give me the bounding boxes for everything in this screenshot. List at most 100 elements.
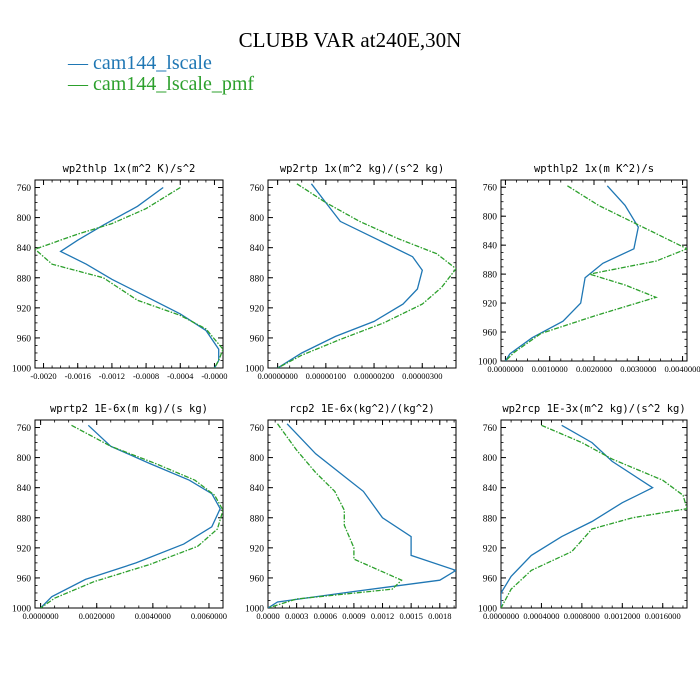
x-tick-label: 0.0060000 — [191, 611, 227, 621]
y-tick-label: 760 — [483, 184, 498, 194]
y-tick-label: 920 — [250, 544, 265, 554]
y-tick-label: 840 — [483, 242, 498, 252]
y-tick-label: 760 — [250, 184, 265, 194]
x-tick-label: 0.0000000 — [487, 364, 523, 374]
y-tick-label: 840 — [250, 244, 265, 254]
series-line-pmf — [268, 423, 403, 608]
x-tick-label: -0.0016 — [65, 371, 91, 381]
chart-title: CLUBB VAR at240E,30N — [238, 28, 462, 52]
y-tick-label: 960 — [250, 334, 265, 344]
x-tick-label: -0.0004 — [167, 371, 194, 381]
legend-label-pmf: cam144_lscale_pmf — [93, 73, 255, 95]
y-tick-label: 880 — [483, 271, 498, 281]
y-tick-label: 1000 — [478, 358, 497, 368]
y-tick-label: 840 — [483, 484, 498, 494]
panel-frame — [34, 179, 224, 369]
x-tick-label: 0.0008000 — [564, 611, 600, 621]
x-tick-label: -0.0008 — [133, 371, 159, 381]
x-tick-label: 0.0000000 — [23, 611, 59, 621]
panel-title: wp2rcp 1E-3x(m^2 kg)/(s^2 kg) — [502, 403, 685, 415]
y-tick-label: 920 — [483, 300, 498, 310]
legend-entry-lscale: — cam144_lscale — [68, 52, 212, 74]
panel-frame — [34, 419, 224, 609]
y-tick-label: 1000 — [245, 365, 264, 375]
x-tick-label: 0.00000300 — [402, 371, 442, 381]
x-tick-label: 0.0020000 — [79, 611, 115, 621]
x-tick-label: 0.0006 — [314, 611, 337, 621]
x-tick-label: 0.0018 — [428, 611, 451, 621]
y-tick-label: 880 — [250, 274, 265, 284]
legend-swatch-pmf: — — [68, 73, 88, 95]
y-tick-label: 800 — [250, 454, 265, 464]
y-tick-label: 840 — [17, 484, 32, 494]
x-tick-label: 0.00000200 — [354, 371, 394, 381]
series-line-pmf — [277, 183, 456, 368]
panel-2: wp2rtp 1x(m^2 kg)/(s^2 kg) 760 800 840 880 92… — [245, 163, 457, 381]
y-tick-label: 760 — [17, 424, 32, 434]
series-line-pmf — [35, 186, 223, 368]
y-tick-label: 800 — [483, 213, 498, 223]
y-tick-label: 960 — [17, 334, 32, 344]
panel-frame — [500, 419, 688, 609]
y-tick-label: 840 — [17, 244, 32, 254]
y-tick-label: 960 — [250, 574, 265, 584]
series-line-lscale — [59, 186, 220, 368]
x-tick-label: 0.0004000 — [523, 611, 559, 621]
series-line-lscale — [277, 183, 424, 368]
series-line-pmf — [40, 424, 223, 608]
x-tick-label: 0.0003 — [285, 611, 308, 621]
x-tick-label: 0.0020000 — [576, 364, 612, 374]
panel-title: rcp2 1E-6x(kg^2)/(kg^2) — [289, 403, 434, 415]
legend-swatch-lscale: — — [68, 52, 88, 74]
y-tick-label: 760 — [483, 424, 498, 434]
y-tick-label: 960 — [17, 574, 32, 584]
y-tick-label: 840 — [250, 484, 265, 494]
panel-5: rcp2 1E-6x(kg^2)/(kg^2) 760 800 840 880 920 96… — [245, 403, 457, 621]
series-line-lscale — [268, 423, 456, 608]
y-tick-label: 800 — [17, 454, 32, 464]
y-tick-label: 920 — [250, 304, 265, 314]
panel-title: wp2rtp 1x(m^2 kg)/(s^2 kg) — [280, 163, 444, 175]
y-tick-label: 760 — [17, 184, 32, 194]
y-tick-label: 920 — [17, 544, 32, 554]
panel-6: wp2rcp 1E-3x(m^2 kg)/(s^2 kg) 760 800 840 88… — [478, 403, 688, 621]
panel-frame — [267, 419, 457, 609]
y-tick-label: 960 — [483, 574, 498, 584]
panel-4: wprtp2 1E-6x(m kg)/(s kg) 760 800 840 880 920… — [12, 403, 227, 621]
y-tick-label: 760 — [250, 424, 265, 434]
x-tick-label: 0.0040000 — [135, 611, 171, 621]
panel-title: wp2thlp 1x(m^2 K)/s^2 — [63, 163, 196, 175]
x-tick-label: 0.00000100 — [306, 371, 346, 381]
y-tick-label: 880 — [250, 514, 265, 524]
legend-label-lscale: cam144_lscale — [93, 52, 212, 74]
y-tick-label: 800 — [483, 454, 498, 464]
panel-frame — [267, 179, 457, 369]
x-tick-label: -0.0000 — [201, 371, 227, 381]
x-tick-label: 0.0000000 — [483, 611, 519, 621]
series-line-lscale — [501, 424, 654, 608]
series-line-lscale — [40, 424, 221, 608]
x-tick-label: 0.0030000 — [620, 364, 656, 374]
x-tick-label: 0.0040000 — [665, 364, 700, 374]
series-line-lscale — [504, 185, 639, 361]
panel-1: wp2thlp 1x(m^2 K)/s^2 760 800 840 880 920 960 1… — [12, 163, 228, 381]
panel-title: wprtp2 1E-6x(m kg)/(s kg) — [50, 403, 208, 415]
x-tick-label: 0.00000000 — [257, 371, 297, 381]
x-tick-label: 0.0010000 — [532, 364, 568, 374]
x-tick-label: 0.0000 — [256, 611, 279, 621]
x-tick-label: 0.0015 — [399, 611, 422, 621]
y-tick-label: 880 — [17, 514, 32, 524]
panel-3: wpthlp2 1x(m K^2)/s 760 800 840 880 920 960 100… — [478, 163, 700, 374]
x-tick-label: 0.0012 — [371, 611, 394, 621]
x-tick-label: 0.0012000 — [604, 611, 640, 621]
y-tick-label: 920 — [483, 544, 498, 554]
series-line-pmf — [504, 185, 687, 361]
y-tick-label: 880 — [17, 274, 32, 284]
panel-title: wpthlp2 1x(m K^2)/s — [534, 163, 654, 175]
y-tick-label: 1000 — [245, 605, 264, 615]
y-tick-label: 960 — [483, 329, 498, 339]
y-tick-label: 880 — [483, 514, 498, 524]
y-tick-label: 920 — [17, 304, 32, 314]
y-tick-label: 1000 — [12, 605, 31, 615]
